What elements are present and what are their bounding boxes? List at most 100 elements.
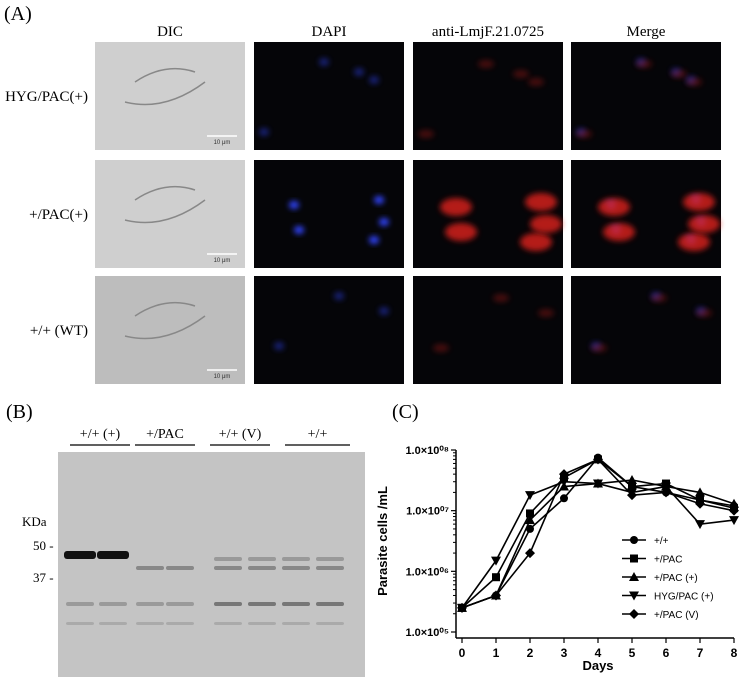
band <box>248 557 276 561</box>
y-axis-title: Parasite cells /mL <box>375 486 390 596</box>
column-header: anti-LmjF.21.0725 <box>432 24 544 40</box>
band <box>282 566 310 570</box>
fluorescence-image <box>571 160 721 268</box>
marker <box>526 524 534 533</box>
cell-signal <box>651 294 667 302</box>
band <box>166 602 194 606</box>
legend-label: HYG/PAC (+) <box>654 592 714 603</box>
band <box>248 622 276 625</box>
marker <box>629 591 639 601</box>
cell-signal <box>520 233 552 251</box>
marker-label: 37 - <box>33 570 54 585</box>
marker <box>695 487 705 497</box>
marker <box>628 482 636 491</box>
cell-signal <box>636 60 652 68</box>
fluorescence-image <box>254 42 404 150</box>
cell-signal <box>525 193 557 211</box>
x-tick-label: 3 <box>561 646 568 660</box>
band <box>136 566 164 570</box>
y-tick-label: 1.0×10⁰⁷ <box>406 506 449 518</box>
legend-label: +/PAC <box>654 555 682 566</box>
nucleus <box>369 76 379 84</box>
cell-outline <box>124 67 206 106</box>
nucleus <box>379 218 389 226</box>
cell-signal <box>696 309 712 317</box>
band <box>136 622 164 625</box>
cell-signal <box>445 223 477 241</box>
cell-signal <box>538 309 554 317</box>
nucleus <box>259 128 269 136</box>
marker <box>491 590 501 601</box>
nucleus <box>374 196 384 204</box>
panel-b: (B) KDa 50 - 37 - +/+ (+) +/PAC +/+ (V) +/+ <box>6 401 365 677</box>
cell-signal <box>576 130 592 138</box>
band <box>214 557 242 561</box>
band <box>136 602 164 606</box>
cell-signal <box>440 198 472 216</box>
marker <box>729 505 739 516</box>
cell-signal <box>478 60 494 68</box>
y-tick-label: 1.0×10⁰⁸ <box>405 445 449 457</box>
fluorescence-image <box>571 276 721 384</box>
lane-label: +/PAC <box>146 427 184 442</box>
cell-signal <box>528 78 544 86</box>
band <box>214 602 242 606</box>
y-tick-label: 1.0×10⁰⁶ <box>406 566 449 578</box>
cell-signal <box>683 193 715 211</box>
nucleus <box>289 201 299 209</box>
marker <box>526 509 534 518</box>
fluorescence-image <box>571 42 721 150</box>
marker <box>525 491 535 501</box>
cell-signal <box>493 294 509 302</box>
cell-signal <box>598 198 630 216</box>
nucleus <box>379 307 389 315</box>
marker <box>627 475 637 485</box>
cell-signal <box>678 233 710 251</box>
band <box>248 602 276 606</box>
column-header: DAPI <box>311 24 346 40</box>
marker <box>729 498 739 508</box>
panel-c: (C) 1.0×10⁰⁵ 1.0×10⁰⁶ 1.0×10⁰⁷ 1.0×10⁰⁸ 0 1 2 3… <box>375 401 739 673</box>
nucleus <box>294 226 304 234</box>
nucleus <box>369 236 379 244</box>
band <box>316 557 344 561</box>
x-tick-label: 1 <box>493 646 500 660</box>
band <box>316 566 344 570</box>
cell-signal <box>603 223 635 241</box>
legend-label: +/PAC (V) <box>654 610 699 621</box>
x-tick-label: 4 <box>595 646 602 660</box>
lane-label: +/+ (V) <box>219 427 262 442</box>
marker <box>492 573 500 582</box>
cell-signal <box>530 215 562 233</box>
row-label: +/+ (WT) <box>30 323 88 339</box>
x-tick-label: 7 <box>697 646 704 660</box>
band <box>99 602 127 606</box>
marker <box>525 515 535 525</box>
band <box>66 622 94 625</box>
marker <box>560 494 568 503</box>
cell-signal <box>513 70 529 78</box>
x-tick-label: 6 <box>663 646 670 660</box>
band <box>66 602 94 606</box>
marker-label: 50 - <box>33 538 54 553</box>
marker <box>457 602 467 613</box>
row-label: +/PAC(+) <box>29 207 88 223</box>
marker <box>629 609 639 619</box>
dic-image <box>95 42 245 150</box>
panel-label: (B) <box>6 401 33 423</box>
marker <box>661 487 671 498</box>
band <box>64 551 96 559</box>
band <box>248 566 276 570</box>
nucleus <box>354 68 364 76</box>
band <box>214 566 242 570</box>
cell-outline <box>124 185 206 224</box>
fluorescence-image <box>254 276 404 384</box>
marker <box>629 572 639 581</box>
fluorescence-image <box>413 276 563 384</box>
panel-a: (A) DIC DAPI anti-LmjF.21.0725 Merge HYG/PAC… <box>4 3 721 384</box>
unit-label: KDa <box>22 514 47 529</box>
blot <box>58 452 365 677</box>
band <box>316 602 344 606</box>
lane-label: +/+ <box>308 427 328 442</box>
